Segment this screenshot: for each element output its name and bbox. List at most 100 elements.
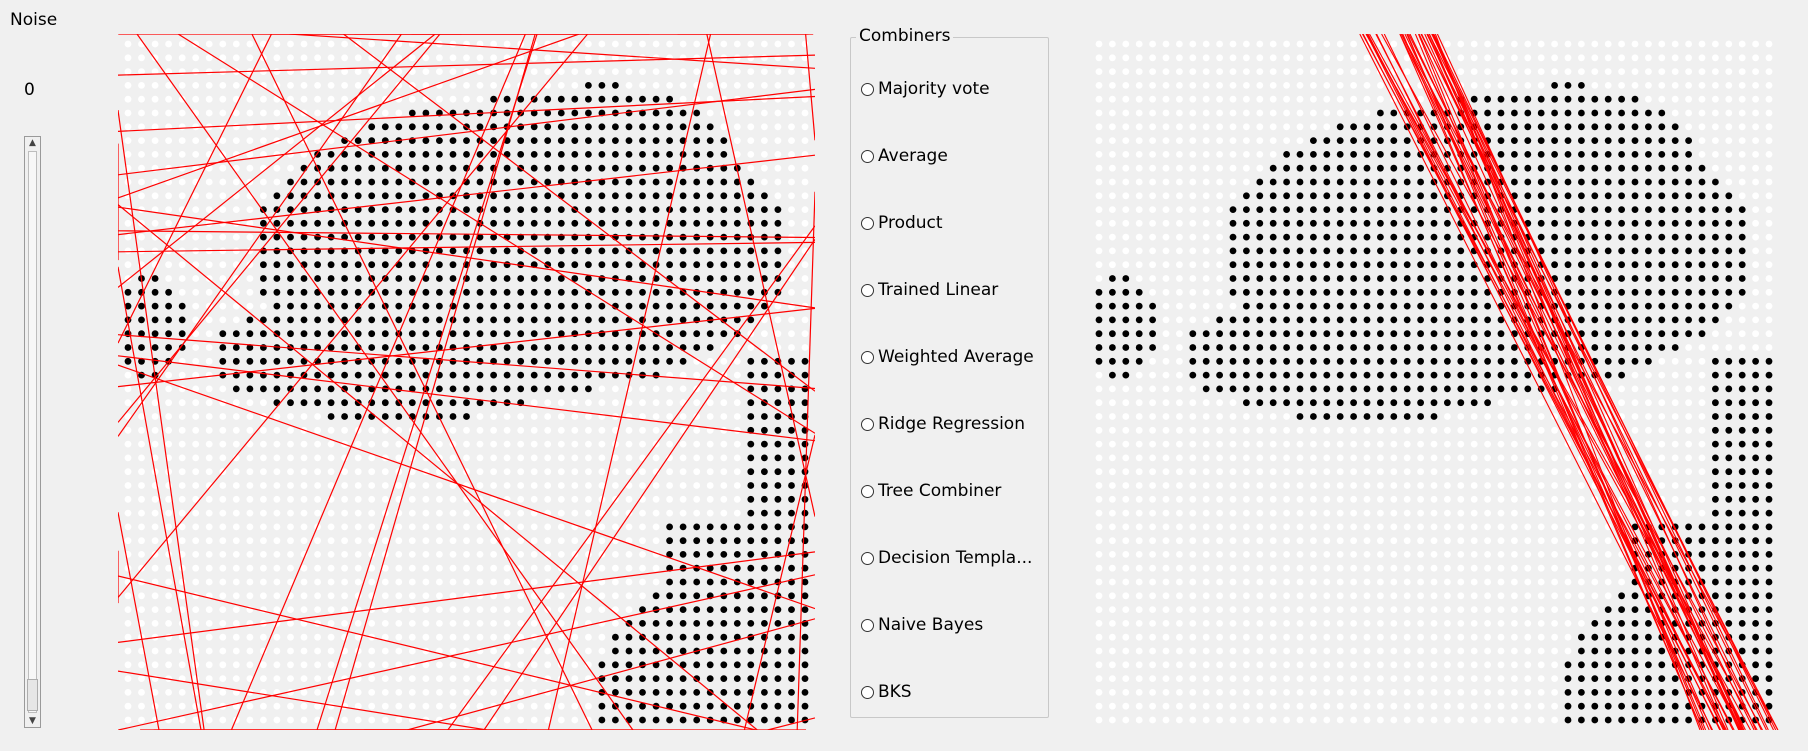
radio-circle-icon[interactable]: [861, 484, 874, 498]
radio-ridge-regression[interactable]: Ridge Regression: [861, 414, 1025, 434]
data-point: [1738, 564, 1746, 572]
data-point: [706, 206, 714, 214]
data-point: [138, 606, 145, 613]
radio-circle-icon[interactable]: [861, 417, 874, 431]
radio-circle-icon[interactable]: [861, 283, 874, 297]
data-point: [1604, 357, 1612, 365]
data-point: [585, 192, 592, 200]
data-point: [287, 440, 294, 448]
data-point: [1269, 357, 1277, 365]
data-point: [1283, 95, 1290, 103]
data-point: [1430, 316, 1438, 324]
data-point: [327, 716, 335, 724]
radio-trained-linear[interactable]: Trained Linear: [861, 280, 998, 300]
radio-tree-combiner[interactable]: Tree Combiner: [861, 481, 1001, 501]
combined-result-plot[interactable]: [1089, 33, 1779, 731]
decision-boundary-line: [117, 54, 816, 76]
data-point: [639, 357, 646, 365]
data-point: [1444, 426, 1451, 434]
data-point: [1497, 82, 1505, 89]
data-point: [1095, 137, 1103, 144]
radio-majority-vote[interactable]: Majority vote: [861, 79, 990, 99]
data-point: [124, 592, 132, 600]
data-point: [1712, 164, 1719, 172]
data-point: [1618, 302, 1625, 310]
data-point: [693, 675, 701, 682]
data-point: [354, 537, 362, 545]
data-point: [1202, 316, 1210, 324]
data-point: [1578, 302, 1585, 310]
data-point: [585, 440, 592, 448]
radio-bks[interactable]: BKS: [861, 682, 912, 702]
data-point: [1310, 40, 1317, 48]
radio-naive-bayes[interactable]: Naive Bayes: [861, 615, 983, 635]
data-point: [1323, 564, 1331, 572]
data-point: [1296, 578, 1304, 586]
slider-down-arrow-icon[interactable]: ▼: [29, 716, 36, 726]
slider-up-arrow-icon[interactable]: ▲: [29, 138, 36, 148]
radio-circle-icon[interactable]: [861, 149, 874, 163]
data-point: [368, 164, 376, 172]
radio-circle-icon[interactable]: [861, 216, 874, 230]
radio-circle-icon[interactable]: [861, 350, 874, 364]
slider-thumb[interactable]: [27, 679, 38, 711]
data-point: [747, 288, 755, 296]
data-point: [503, 192, 511, 200]
data-point: [1658, 316, 1666, 324]
data-point: [1176, 95, 1183, 103]
radio-product[interactable]: Product: [861, 213, 943, 233]
data-point: [1444, 482, 1451, 489]
data-point: [1591, 151, 1599, 158]
data-point: [368, 316, 376, 324]
radio-weighted-average[interactable]: Weighted Average: [861, 347, 1034, 367]
data-point: [788, 661, 795, 669]
data-point: [761, 109, 768, 117]
data-point: [1162, 482, 1170, 489]
data-point: [1216, 109, 1223, 117]
data-point: [1109, 413, 1116, 420]
data-point: [327, 137, 335, 144]
data-point: [693, 578, 701, 586]
data-point: [1511, 551, 1518, 558]
data-point: [1390, 40, 1398, 48]
data-point: [178, 413, 186, 420]
data-point: [733, 385, 741, 393]
data-point: [666, 689, 673, 696]
data-point: [1430, 275, 1438, 282]
radio-average[interactable]: Average: [861, 146, 948, 166]
data-point: [1403, 261, 1411, 269]
radio-decision-templa[interactable]: Decision Templa...: [861, 548, 1032, 568]
data-point: [1524, 206, 1532, 214]
data-point: [381, 247, 389, 255]
radio-circle-icon[interactable]: [861, 82, 874, 96]
data-point: [260, 468, 267, 476]
data-point: [1296, 385, 1304, 393]
noise-slider[interactable]: ▲ ▼: [24, 136, 41, 728]
data-point: [1752, 482, 1759, 489]
data-point: [1229, 620, 1237, 627]
data-point: [544, 178, 552, 186]
data-point: [1511, 68, 1518, 75]
data-point: [1578, 206, 1585, 214]
data-point: [1310, 247, 1317, 255]
data-point: [761, 164, 768, 172]
slider-track[interactable]: [28, 151, 37, 713]
data-point: [354, 275, 362, 282]
radio-circle-icon[interactable]: [861, 685, 874, 699]
data-point: [1243, 495, 1250, 503]
data-point: [1162, 399, 1170, 407]
data-point: [1725, 606, 1733, 613]
data-point: [1564, 247, 1572, 255]
radio-circle-icon[interactable]: [861, 551, 874, 565]
data-point: [720, 413, 728, 420]
data-point: [422, 371, 430, 379]
data-point: [1551, 151, 1558, 158]
base-classifiers-plot[interactable]: [117, 33, 816, 731]
radio-circle-icon[interactable]: [861, 618, 874, 632]
data-point: [1484, 592, 1491, 600]
data-point: [720, 454, 728, 462]
data-point: [124, 523, 132, 531]
data-point: [1591, 206, 1599, 214]
data-point: [1336, 385, 1344, 393]
data-point: [1283, 385, 1290, 393]
